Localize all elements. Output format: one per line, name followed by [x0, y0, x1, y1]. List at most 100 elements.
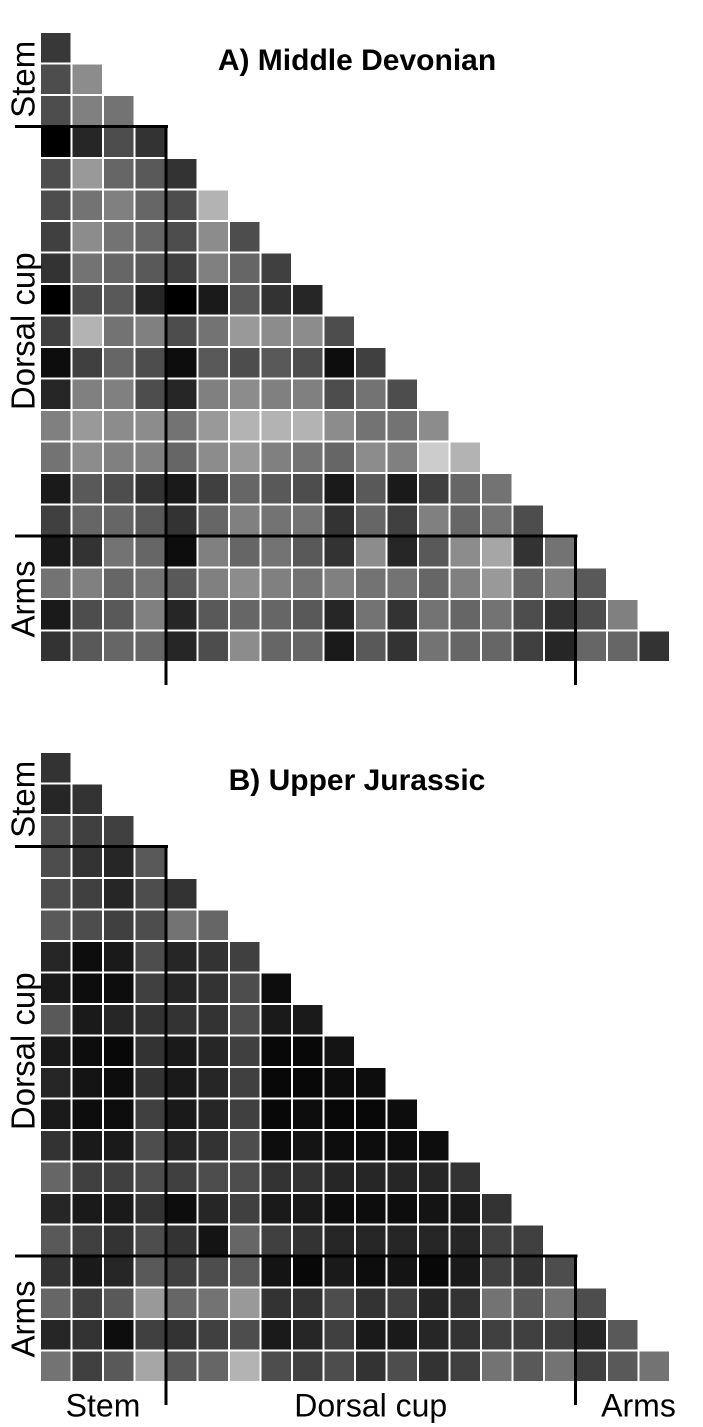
- cell: [70, 409, 104, 443]
- cell: [39, 1097, 73, 1131]
- cell: [511, 566, 545, 600]
- cell: [70, 782, 104, 816]
- cell: [165, 377, 199, 411]
- cell: [322, 566, 356, 600]
- cell: [480, 1255, 514, 1289]
- cell: [480, 503, 514, 537]
- cell: [322, 377, 356, 411]
- cell: [259, 503, 293, 537]
- cell: [385, 1349, 419, 1383]
- group-label: Stem: [5, 41, 42, 118]
- panel-title: A) Middle Devonian: [218, 44, 496, 77]
- cell: [291, 1003, 325, 1037]
- cell: [39, 1129, 73, 1163]
- group-label: Arms: [5, 561, 42, 638]
- cell: [606, 598, 640, 632]
- cell: [102, 283, 136, 317]
- cell: [354, 1286, 388, 1320]
- cell: [448, 472, 482, 506]
- cell: [39, 782, 73, 816]
- panel-title: B) Upper Jurassic: [229, 764, 486, 797]
- cell: [291, 1066, 325, 1100]
- cell: [102, 1192, 136, 1226]
- cell: [165, 1192, 199, 1226]
- cell: [102, 1223, 136, 1257]
- cell: [165, 346, 199, 380]
- cell: [291, 377, 325, 411]
- cell: [39, 125, 73, 159]
- cell: [511, 1349, 545, 1383]
- cell: [448, 1349, 482, 1383]
- cell: [259, 314, 293, 348]
- cell: [448, 1318, 482, 1352]
- cell: [322, 629, 356, 663]
- cell: [574, 629, 608, 663]
- cell: [133, 188, 167, 222]
- cell: [385, 535, 419, 569]
- cell: [574, 1286, 608, 1320]
- cell: [39, 157, 73, 191]
- cell: [322, 1192, 356, 1226]
- cell: [133, 283, 167, 317]
- cell: [39, 283, 73, 317]
- cell: [417, 535, 451, 569]
- cell: [133, 629, 167, 663]
- cell: [196, 220, 230, 254]
- cell: [291, 1192, 325, 1226]
- cell: [322, 314, 356, 348]
- cell: [102, 377, 136, 411]
- cell: [291, 346, 325, 380]
- cell: [196, 283, 230, 317]
- cell: [354, 1129, 388, 1163]
- cell: [448, 598, 482, 632]
- cell: [228, 598, 262, 632]
- cell: [228, 535, 262, 569]
- cell: [39, 940, 73, 974]
- cell: [574, 598, 608, 632]
- cell: [417, 1318, 451, 1352]
- cell: [354, 440, 388, 474]
- cell: [133, 440, 167, 474]
- cell: [259, 1097, 293, 1131]
- cell: [291, 1349, 325, 1383]
- cell: [39, 751, 73, 785]
- group-label: Dorsal cup: [5, 252, 42, 410]
- cell: [102, 157, 136, 191]
- cell: [322, 409, 356, 443]
- cell: [354, 1192, 388, 1226]
- cell: [133, 503, 167, 537]
- cell: [417, 503, 451, 537]
- cell: [70, 314, 104, 348]
- cell: [448, 1255, 482, 1289]
- cell: [291, 409, 325, 443]
- cell: [354, 472, 388, 506]
- cell: [322, 503, 356, 537]
- cell: [70, 908, 104, 942]
- cell: [196, 908, 230, 942]
- cell: [259, 1129, 293, 1163]
- cell: [417, 1223, 451, 1257]
- cell: [322, 1223, 356, 1257]
- cell: [133, 1286, 167, 1320]
- cell: [322, 1255, 356, 1289]
- cell: [354, 535, 388, 569]
- cell: [196, 377, 230, 411]
- cell: [133, 1066, 167, 1100]
- cell: [165, 1318, 199, 1352]
- cell: [70, 940, 104, 974]
- cell: [448, 503, 482, 537]
- cell: [259, 598, 293, 632]
- cell: [133, 1255, 167, 1289]
- cell: [480, 1223, 514, 1257]
- cell: [39, 409, 73, 443]
- cell: [70, 377, 104, 411]
- cell: [511, 535, 545, 569]
- cell: [165, 220, 199, 254]
- cell: [259, 1349, 293, 1383]
- cell: [385, 629, 419, 663]
- cell: [102, 1349, 136, 1383]
- cell: [133, 1129, 167, 1163]
- cell: [196, 1255, 230, 1289]
- cell: [70, 598, 104, 632]
- cell: [70, 1129, 104, 1163]
